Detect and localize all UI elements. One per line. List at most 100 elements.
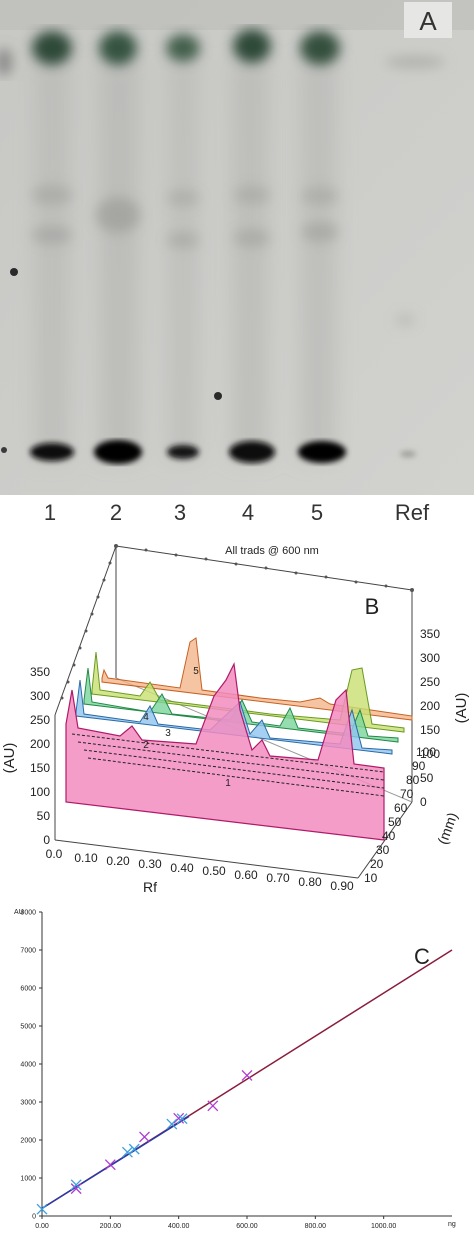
- data-point-marker: [70, 1179, 82, 1191]
- tlc-plate-image: A 1 2 3 4 5 Ref: [0, 0, 474, 525]
- svg-text:80: 80: [406, 773, 420, 787]
- data-point-marker: [176, 1113, 188, 1125]
- lane-streaks: [35, 60, 336, 460]
- panel-a-letter-box: [404, 2, 452, 38]
- y-tick-label: 4000: [20, 1062, 36, 1069]
- svg-text:350: 350: [30, 665, 50, 679]
- svg-text:150: 150: [30, 761, 50, 775]
- svg-text:0.80: 0.80: [298, 875, 322, 889]
- lane-label: 1: [44, 500, 56, 525]
- right-axis-label: (AU): [453, 693, 470, 724]
- y-tick-label: 8000: [20, 910, 36, 917]
- svg-text:150: 150: [420, 723, 440, 737]
- svg-text:70: 70: [400, 787, 414, 801]
- dust-dot: [1, 447, 7, 453]
- x-tick-label: 200.00: [100, 1223, 122, 1230]
- svg-text:10: 10: [364, 871, 378, 885]
- x-tick-label: 1000.00: [371, 1223, 396, 1230]
- svg-text:0.70: 0.70: [266, 871, 290, 885]
- svg-text:0: 0: [43, 833, 50, 847]
- data-point-marker: [128, 1143, 140, 1155]
- svg-text:250: 250: [30, 713, 50, 727]
- svg-text:300: 300: [420, 651, 440, 665]
- svg-text:60: 60: [394, 801, 408, 815]
- fit-line: [41, 949, 453, 1210]
- y-unit-label: AU: [14, 909, 24, 916]
- x-ticks: 0.00 200.00 400.00 600.00 800.00 1000.00: [35, 1216, 396, 1230]
- svg-text:2: 2: [143, 740, 149, 751]
- lane-label: 5: [311, 500, 323, 525]
- x-tick-label: 400.00: [168, 1223, 190, 1230]
- svg-text:350: 350: [420, 627, 440, 641]
- calibration-chart: AU C ng 0 1000 2000 3000 4000 5000 6000 7000 800…: [14, 909, 456, 1230]
- frame-tick-dots: [60, 544, 414, 700]
- svg-text:200: 200: [30, 737, 50, 751]
- lane-label: Ref: [395, 500, 430, 525]
- svg-text:300: 300: [30, 689, 50, 703]
- data-point-marker: [70, 1183, 82, 1195]
- right-axis-ticks: 0 50 100 150 200 250 300 350: [420, 627, 440, 809]
- lane-label: 4: [242, 500, 254, 525]
- rf-axis-label: Rf: [143, 879, 157, 895]
- dust-dot: [214, 392, 222, 400]
- lane-label: 2: [110, 500, 122, 525]
- trace-track-5: [101, 637, 413, 721]
- y-tick-label: 3000: [20, 1100, 36, 1107]
- y-ticks: 0 1000 2000 3000 4000 5000 6000 7000 8000: [20, 910, 42, 1221]
- svg-text:90: 90: [412, 759, 426, 773]
- left-axis-ticks: 0 50 100 150 200 250 300 350: [30, 665, 50, 847]
- left-axis-label: (AU): [1, 743, 18, 774]
- trace-track-4: [91, 651, 405, 733]
- data-point-marker: [207, 1100, 219, 1112]
- x-tick-label: 600.00: [236, 1223, 258, 1230]
- svg-text:0.50: 0.50: [202, 864, 226, 878]
- svg-text:0: 0: [420, 795, 427, 809]
- svg-text:4: 4: [143, 712, 149, 723]
- svg-text:50: 50: [420, 771, 434, 785]
- tlc-plate-panel: A 1 2 3 4 5 Ref: [0, 0, 474, 530]
- svg-text:3: 3: [165, 728, 171, 739]
- svg-text:0.30: 0.30: [138, 857, 162, 871]
- panel-a-letter: A: [419, 6, 437, 36]
- y-tick-label: 7000: [20, 948, 36, 955]
- middle-bands: [32, 185, 415, 326]
- svg-text:0.40: 0.40: [170, 861, 194, 875]
- svg-text:20: 20: [370, 857, 384, 871]
- svg-text:100: 100: [30, 785, 50, 799]
- x-tick-label: 0.00: [35, 1223, 49, 1230]
- densitogram-traces: [65, 637, 413, 841]
- trace-track-1: [65, 661, 385, 841]
- svg-text:200: 200: [420, 699, 440, 713]
- svg-text:0.90: 0.90: [330, 879, 354, 893]
- panel-b-letter: B: [365, 594, 380, 619]
- data-point-marker: [166, 1118, 178, 1130]
- y-tick-label: 0: [32, 1214, 36, 1221]
- svg-text:30: 30: [376, 843, 390, 857]
- svg-text:40: 40: [382, 829, 396, 843]
- densitogram-3d: All trads @ 600 nm B 0 50 100 150 200 25…: [1, 544, 470, 895]
- data-point-marker: [36, 1203, 48, 1215]
- calibration-panel: AU C ng 0 1000 2000 3000 4000 5000 6000 7000 800…: [0, 900, 474, 1253]
- solvent-front-spots: [0, 29, 445, 76]
- data-point-marker: [139, 1131, 150, 1143]
- svg-text:5: 5: [193, 666, 199, 677]
- depth-axis-ticks: 10 20 30 40 50 60 70 80 90 100: [364, 745, 436, 885]
- svg-text:0.60: 0.60: [234, 868, 258, 882]
- x-unit-label: ng: [448, 1221, 456, 1228]
- svg-text:250: 250: [420, 675, 440, 689]
- data-points: [36, 1069, 253, 1215]
- svg-text:100: 100: [420, 747, 440, 761]
- lane-label: 3: [174, 500, 186, 525]
- svg-text:50: 50: [37, 809, 51, 823]
- y-tick-label: 5000: [20, 1024, 36, 1031]
- svg-text:0.20: 0.20: [106, 854, 130, 868]
- origin-spots: [30, 440, 416, 464]
- svg-text:0.10: 0.10: [74, 851, 98, 865]
- y-tick-label: 1000: [20, 1176, 36, 1183]
- data-point-marker: [104, 1159, 116, 1171]
- svg-text:50: 50: [388, 815, 402, 829]
- data-point-marker: [121, 1146, 133, 1158]
- panel-c-letter: C: [414, 944, 430, 969]
- densitogram-title: All trads @ 600 nm: [225, 545, 319, 557]
- depth-axis-label: (mm): [434, 810, 460, 846]
